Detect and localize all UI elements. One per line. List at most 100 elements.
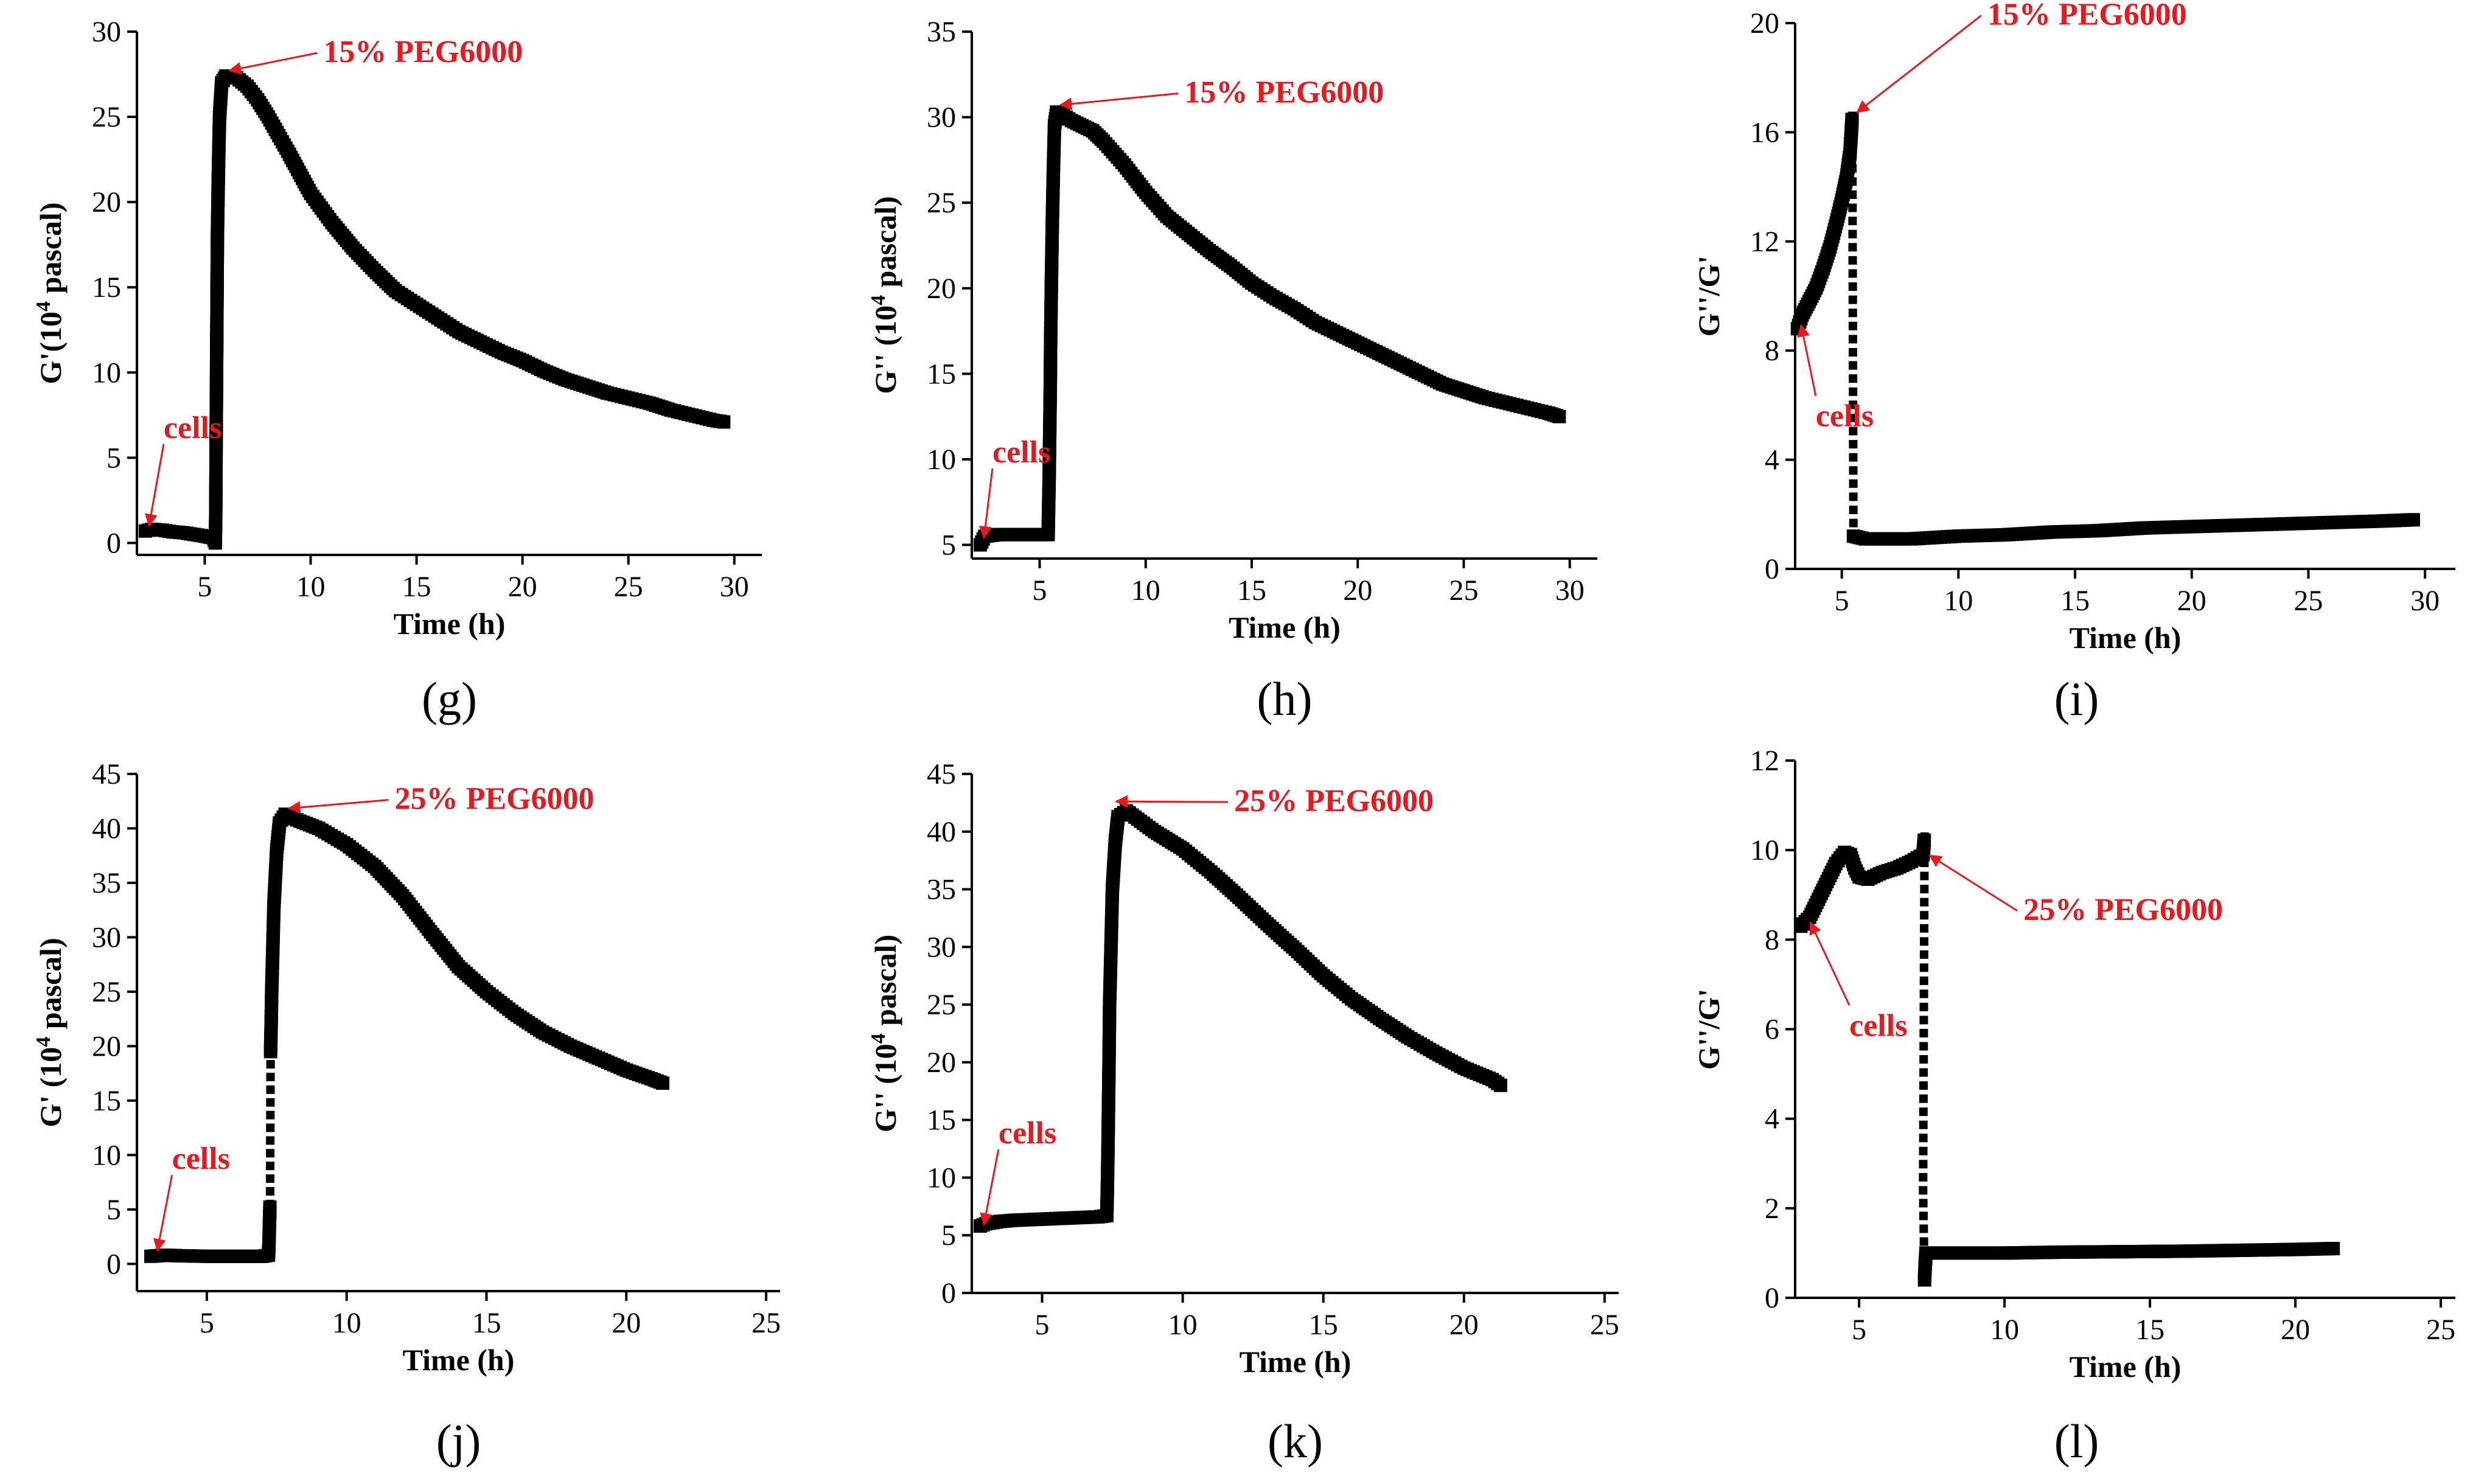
panel-label: (j): [436, 1415, 481, 1468]
data-point: [266, 1110, 275, 1120]
annotation-peg: 15% PEG6000: [323, 35, 523, 69]
y-tick-label: 15: [92, 271, 121, 304]
x-tick-label: 20: [2281, 1314, 2310, 1346]
y-tick-label: 30: [92, 921, 121, 953]
y-tick-label: 5: [106, 442, 121, 474]
y-tick-label: 30: [927, 102, 956, 134]
annotation-arrow: [978, 468, 994, 539]
data-point: [265, 1199, 274, 1208]
y-tick-label: 0: [106, 527, 121, 559]
annotation-arrow: [1809, 921, 1850, 1006]
data-point: [1849, 479, 1858, 488]
data-point: [1849, 506, 1858, 515]
y-tick-label: 5: [941, 529, 956, 562]
x-tick-label: 30: [720, 571, 749, 603]
y-tick-label: 10: [927, 444, 956, 476]
y-tick-label: 10: [927, 1162, 956, 1194]
data-point: [1848, 177, 1857, 186]
x-tick-label: 5: [1035, 1309, 1050, 1341]
x-tick-label: 30: [1555, 574, 1585, 607]
data-point: [1919, 1002, 1928, 1011]
data-point: [1919, 937, 1928, 946]
annotation-arrow: [980, 1149, 1000, 1226]
y-tick-label: 5: [941, 1219, 956, 1252]
y-axis-label: G' (104 pascal): [32, 938, 68, 1127]
data-point: [1919, 1186, 1928, 1195]
x-tick-label: 30: [2410, 585, 2440, 617]
data-point: [1493, 1078, 1507, 1092]
x-axis-label: Time (h): [2070, 621, 2182, 655]
x-tick-label: 15: [402, 571, 431, 603]
data-point: [266, 1149, 275, 1158]
y-tick-label: 12: [1750, 226, 1779, 258]
annotation-arrow: [153, 1174, 173, 1252]
y-tick-label: 20: [1750, 7, 1779, 40]
y-tick-label: 25: [927, 187, 956, 219]
annotation-peg: 25% PEG6000: [395, 782, 595, 817]
data-point: [1919, 989, 1928, 998]
panel-label: (g): [422, 672, 477, 725]
data-point: [1848, 151, 1857, 160]
y-tick-label: 40: [92, 812, 121, 845]
data-point: [1848, 295, 1857, 304]
data-point: [265, 1186, 274, 1196]
data-point: [1919, 1146, 1928, 1155]
data-point: [1847, 125, 1857, 134]
data-point: [266, 1073, 275, 1082]
annotation-peg: 25% PEG6000: [2023, 893, 2223, 927]
data-point: [1552, 409, 1566, 423]
x-tick-label: 25: [1590, 1309, 1619, 1341]
data-point: [1847, 111, 1857, 120]
x-axis-label: Time (h): [1229, 610, 1341, 644]
data-point: [1849, 413, 1858, 422]
y-tick-label: 20: [927, 273, 956, 305]
x-axis-label: Time (h): [1240, 1345, 1352, 1379]
y-axis-label: G'' (104 pascal): [867, 935, 902, 1132]
y-tick-label: 5: [106, 1194, 121, 1226]
annotation-peg: 25% PEG6000: [1234, 784, 1434, 818]
y-tick-label: 15: [927, 358, 956, 390]
x-axis-label: Time (h): [2070, 1350, 2182, 1384]
y-tick-label: 45: [927, 758, 956, 790]
data-point: [1920, 911, 1929, 920]
data-point: [1848, 243, 1857, 252]
data-point: [1919, 1211, 1928, 1221]
data-point: [266, 1136, 275, 1145]
x-tick-label: 10: [1131, 574, 1160, 607]
data-point: [1919, 963, 1928, 972]
y-tick-label: 30: [92, 16, 121, 48]
chart-panel-g: 5 10 15 20 25 30 0 5 10 15 20 25 30 Time (h) G'(104 pa…: [32, 16, 762, 725]
chart-panel-h: 5 10 15 20 25 30 5 10 15 20 25 30 35 Time (h) G'' (104…: [867, 16, 1597, 725]
y-tick-label: 0: [1765, 1282, 1779, 1314]
y-tick-label: 0: [106, 1248, 121, 1280]
y-tick-label: 8: [1765, 335, 1779, 367]
y-tick-label: 20: [92, 1030, 121, 1062]
data-point: [1920, 897, 1929, 907]
data-point: [1849, 440, 1858, 449]
data-point: [1920, 924, 1929, 933]
y-tick-label: 4: [1765, 1103, 1779, 1135]
annotation-peg: 15% PEG6000: [1987, 0, 2187, 32]
panel-label: (l): [2054, 1415, 2099, 1468]
x-tick-label: 20: [2177, 585, 2206, 617]
x-tick-label: 10: [296, 571, 325, 603]
data-point: [266, 1085, 275, 1094]
x-tick-label: 5: [1852, 1314, 1866, 1346]
data-point: [1849, 466, 1858, 475]
data-point: [1919, 1081, 1928, 1090]
data-point: [1919, 1224, 1928, 1233]
data-point: [1849, 492, 1858, 501]
y-tick-label: 40: [927, 816, 956, 848]
annotation-arrow: [1114, 795, 1229, 808]
y-tick-label: 10: [92, 357, 121, 389]
y-tick-label: 16: [1750, 116, 1779, 148]
x-tick-label: 10: [332, 1307, 361, 1339]
data-point: [1919, 1199, 1928, 1208]
data-point: [266, 1123, 275, 1132]
y-axis-label: G'' (104 pascal): [867, 196, 902, 394]
data-point: [1919, 1055, 1928, 1064]
annotation-arrow: [1797, 324, 1817, 396]
x-tick-label: 15: [2135, 1314, 2164, 1346]
data-point: [1920, 859, 1929, 868]
x-tick-label: 10: [1944, 585, 1973, 617]
